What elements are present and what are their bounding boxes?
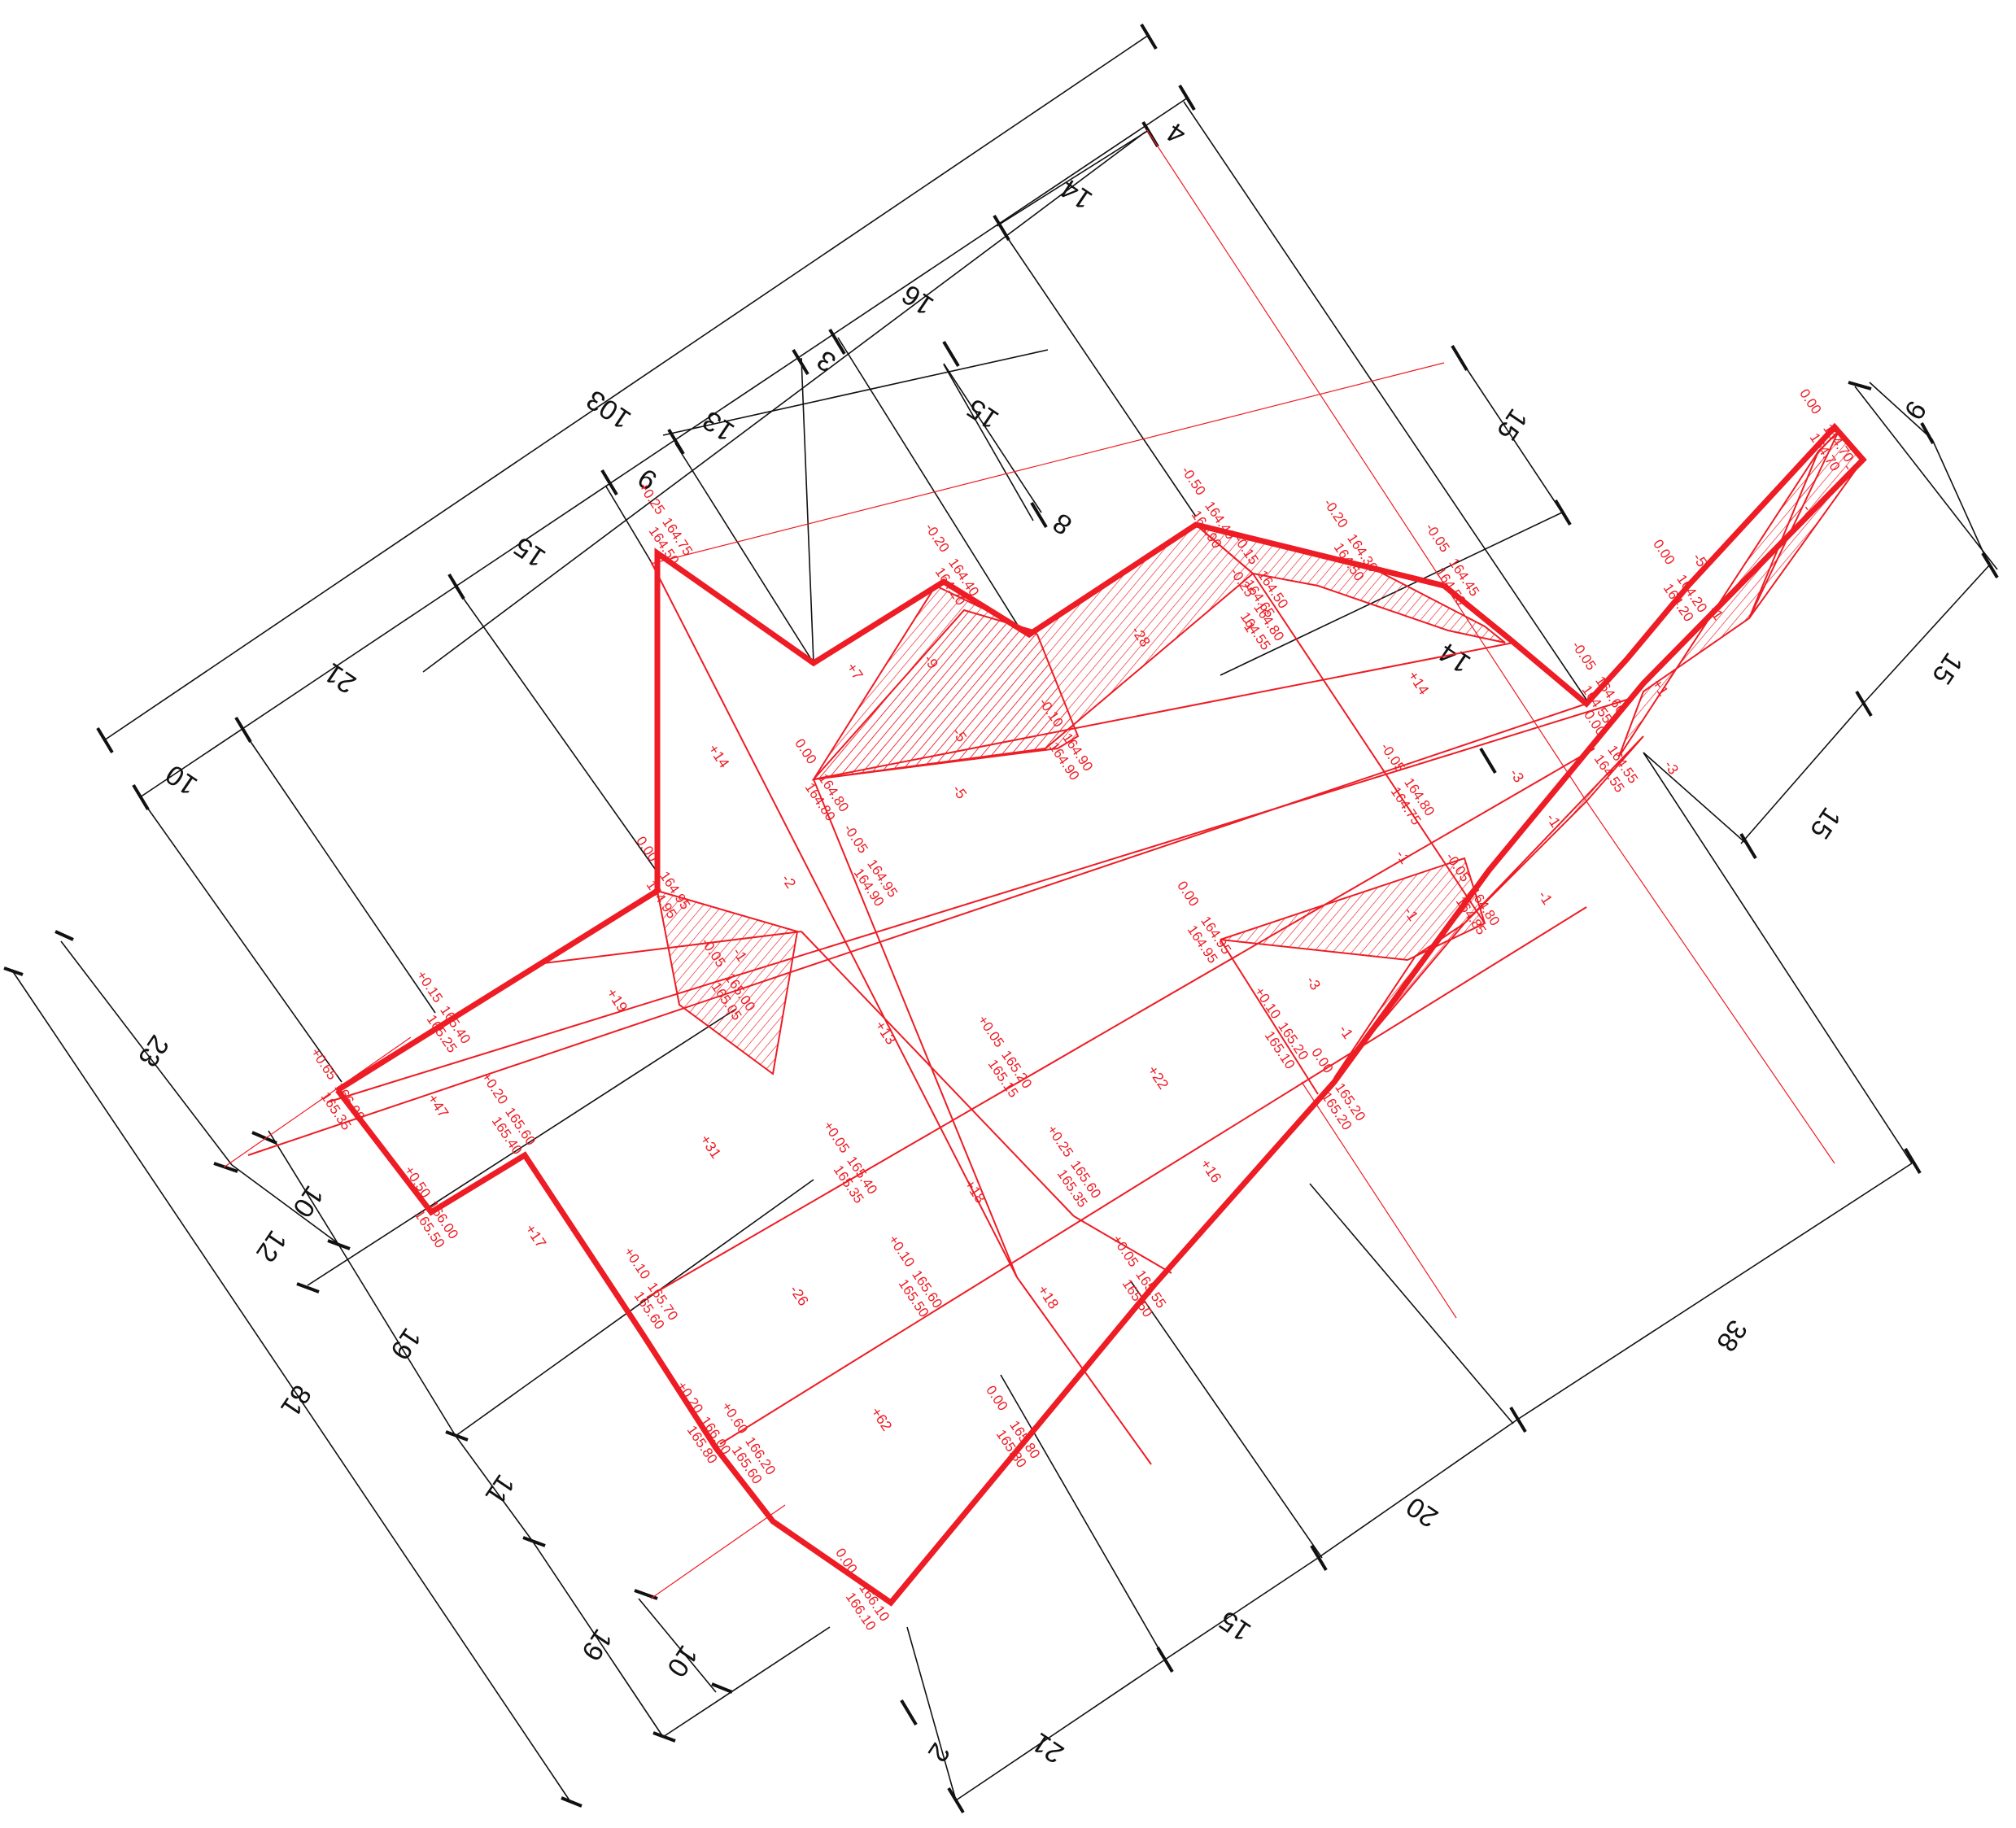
dim-inner-4: 15	[1490, 404, 1534, 447]
volume-label: -5	[949, 782, 971, 801]
volume-label: +22	[1145, 1062, 1172, 1093]
dim-right-3: 15	[1804, 802, 1847, 845]
site-boundary	[335, 422, 1867, 1607]
dim-bottom-2: 21	[1027, 1726, 1070, 1769]
volume-label: -3	[1507, 766, 1528, 785]
volume-label: -1	[1336, 1022, 1357, 1041]
spot-level-difference: -0.50	[1178, 464, 1208, 499]
volume-label: +19	[604, 985, 631, 1015]
spot-level-difference: 0.00	[832, 1546, 860, 1577]
dim-top-7: 16	[897, 278, 940, 321]
spot-level-difference: -0.05	[840, 822, 871, 857]
dim-top-3: 15	[508, 530, 552, 574]
volume-label: +17	[522, 1221, 550, 1251]
spot-level-difference: -0.05	[1422, 521, 1452, 556]
volume-label: -1	[1535, 888, 1556, 907]
volume-label: -3	[1303, 973, 1324, 993]
dim-top-5: 13	[697, 404, 740, 447]
dim-top-2: 21	[319, 657, 362, 700]
spot-level-difference: 0.00	[1796, 386, 1824, 417]
dim-right-1: 9	[1898, 395, 1932, 425]
spot-level-difference: -0.20	[922, 521, 952, 556]
spot-level-difference: +0.20	[478, 1070, 511, 1107]
dim-bottom-3: 15	[1214, 1604, 1257, 1647]
dim-inner-1: 15	[962, 392, 1005, 435]
dimension-labels: 103 10 21 15 9 13 3 16 14 4 15 8 14 15 9…	[132, 116, 1969, 1769]
volume-label: -26	[787, 1282, 812, 1309]
spot-level-difference: 0.00	[983, 1383, 1010, 1414]
spot-level-difference: +0.05	[1109, 1232, 1141, 1270]
spot-level-difference: -0.20	[1320, 496, 1351, 531]
volume-label: +62	[868, 1404, 896, 1434]
dim-right-4: 38	[1710, 1315, 1753, 1358]
dim-top-1: 10	[160, 758, 203, 801]
spot-level-difference: 0.00	[1174, 879, 1202, 910]
spot-level-difference: +0.10	[1251, 984, 1284, 1022]
dim-right-2: 15	[1926, 648, 1969, 691]
dim-top-8: 14	[1055, 172, 1098, 216]
volume-label: +14	[1405, 668, 1433, 698]
spot-level-difference: +0.05	[975, 1013, 1007, 1050]
spot-level-difference: +0.20	[674, 1379, 706, 1416]
spot-level-difference: 0.00	[1650, 537, 1678, 568]
spot-level-difference: -0.05	[1569, 639, 1599, 674]
spot-level-difference: 0.00	[792, 736, 819, 767]
dim-bottom-1: 2	[922, 1738, 956, 1768]
spot-level-difference: +0.05	[820, 1119, 853, 1156]
dim-left-5: 11	[479, 1469, 521, 1511]
dim-left-2: 10	[286, 1180, 329, 1224]
dimension-ticks	[3, 23, 1999, 1814]
dim-left-7: 10	[661, 1640, 704, 1683]
dim-inner-2: 8	[1048, 507, 1078, 541]
spot-level-difference: +0.10	[621, 1245, 653, 1282]
dim-top-9: 4	[1162, 116, 1192, 151]
dim-left-3: 12	[250, 1225, 293, 1268]
spot-level-difference: 0.00	[1308, 1045, 1336, 1076]
volume-label: -2	[779, 871, 800, 891]
dim-left-1: 23	[132, 1030, 175, 1073]
hatched-areas	[656, 430, 1865, 1079]
grid	[223, 129, 1835, 1599]
volume-label: +14	[705, 741, 733, 771]
spot-level-difference: +0.10	[885, 1232, 918, 1270]
volume-label: +16	[1198, 1156, 1225, 1186]
dim-total-top: 103	[581, 384, 636, 435]
volume-label: +31	[697, 1132, 725, 1162]
spot-level-difference: +0.60	[718, 1399, 751, 1437]
volume-label: +7	[844, 660, 866, 683]
dim-top-6: 3	[812, 344, 842, 378]
dim-bottom-4: 20	[1401, 1490, 1444, 1534]
dimension-lines	[11, 34, 1998, 1801]
volume-label: +18	[962, 1176, 989, 1206]
volume-label: +47	[425, 1091, 452, 1121]
volume-label: +13	[872, 1018, 900, 1048]
volume-label: -3	[1661, 757, 1682, 777]
spot-level-difference: +0.25	[1044, 1123, 1076, 1160]
spot-level-difference: +0.25	[635, 480, 668, 517]
spot-level-difference: +0.15	[413, 968, 446, 1006]
spot-level-difference: +0.65	[308, 1045, 340, 1083]
